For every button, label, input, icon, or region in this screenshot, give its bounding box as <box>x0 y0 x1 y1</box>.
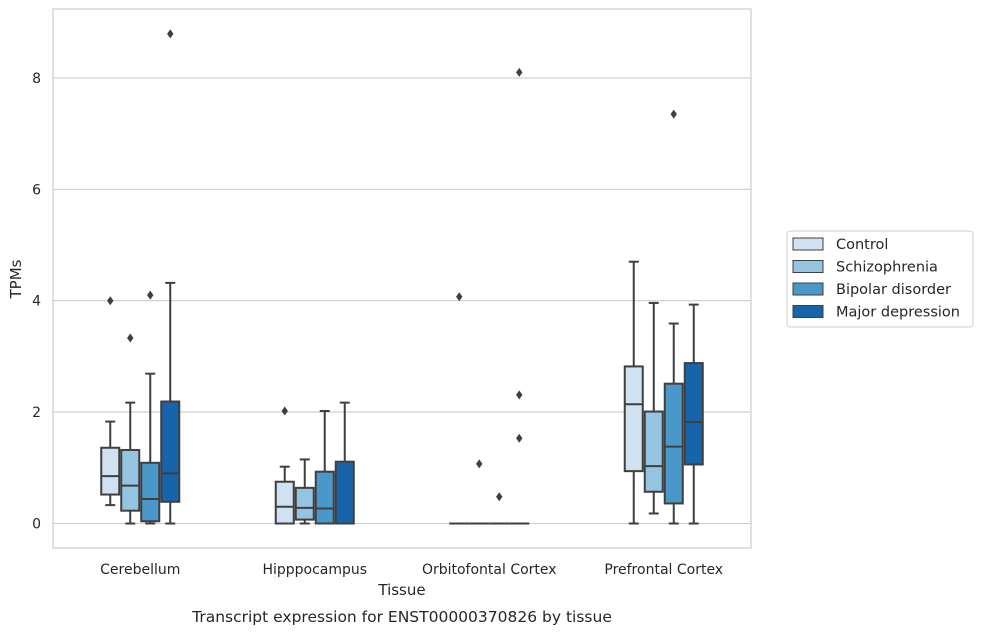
x-tick-label: Prefrontal Cortex <box>604 562 723 578</box>
y-tick-label: 0 <box>32 517 41 533</box>
legend-label: Schizophrenia <box>836 260 938 276</box>
box-iqr <box>276 482 294 524</box>
legend: Control Schizophrenia Bipolar disorder Majo… <box>787 231 973 327</box>
legend-swatch <box>793 283 823 295</box>
x-axis-label: Tissue <box>377 581 425 599</box>
x-tick-label: Hipppocampus <box>262 562 367 578</box>
box-0-0 <box>101 296 119 505</box>
legend-label: Control <box>836 237 888 253</box>
box-1-1 <box>296 459 314 523</box>
box-iqr <box>141 463 159 521</box>
legend-swatch <box>793 261 823 273</box>
x-tick-label: Orbitofontal Cortex <box>422 562 557 578</box>
legend-label: Major depression <box>836 305 960 321</box>
outlier-marker <box>127 334 133 343</box>
box-2-1 <box>470 459 488 523</box>
chart-caption: Transcript expression for ENST0000037082… <box>191 608 612 626</box>
y-axis-ticks: 0 2 4 6 8 <box>32 71 41 533</box>
outlier-marker <box>147 291 153 300</box>
box-3-2 <box>665 110 683 524</box>
box-iqr <box>645 412 663 492</box>
outlier-marker <box>456 292 462 301</box>
box-3-3 <box>685 305 703 524</box>
legend-label: Bipolar disorder <box>836 282 951 298</box>
outlier-marker <box>107 296 113 305</box>
legend-swatch <box>793 306 823 318</box>
box-iqr <box>625 366 643 471</box>
box-0-3 <box>161 29 179 523</box>
box-2-3 <box>510 68 528 524</box>
legend-swatch <box>793 238 823 250</box>
y-tick-label: 6 <box>32 182 41 198</box>
x-tick-label: Cerebellum <box>100 562 180 578</box>
box-iqr <box>296 488 314 520</box>
y-tick-label: 2 <box>32 405 41 421</box>
box-1-3 <box>336 403 354 524</box>
box-2-2 <box>490 492 508 523</box>
box-3-1 <box>645 303 663 514</box>
box-groups <box>101 29 703 523</box>
box-iqr <box>336 462 354 524</box>
box-0-1 <box>121 334 139 524</box>
box-iqr <box>665 384 683 504</box>
outlier-marker <box>516 390 522 399</box>
y-tick-label: 8 <box>32 71 41 87</box>
outlier-marker <box>496 492 502 501</box>
outlier-marker <box>282 406 288 415</box>
box-iqr <box>316 472 334 524</box>
box-iqr <box>685 363 703 464</box>
box-1-0 <box>276 406 294 523</box>
outlier-marker <box>516 434 522 443</box>
outlier-marker <box>516 68 522 77</box>
outlier-marker <box>167 29 173 38</box>
y-axis-label: TPMs <box>7 259 25 299</box>
box-iqr <box>121 450 139 511</box>
outlier-marker <box>476 459 482 468</box>
box-iqr <box>101 448 119 495</box>
outlier-marker <box>671 110 677 119</box>
y-tick-label: 4 <box>32 294 41 310</box>
box-1-2 <box>316 411 334 524</box>
x-axis-ticks: Cerebellum Hipppocampus Orbitofontal Corte… <box>100 562 723 578</box>
box-0-2 <box>141 291 159 524</box>
box-iqr <box>161 402 179 502</box>
box-2-0 <box>450 292 468 523</box>
